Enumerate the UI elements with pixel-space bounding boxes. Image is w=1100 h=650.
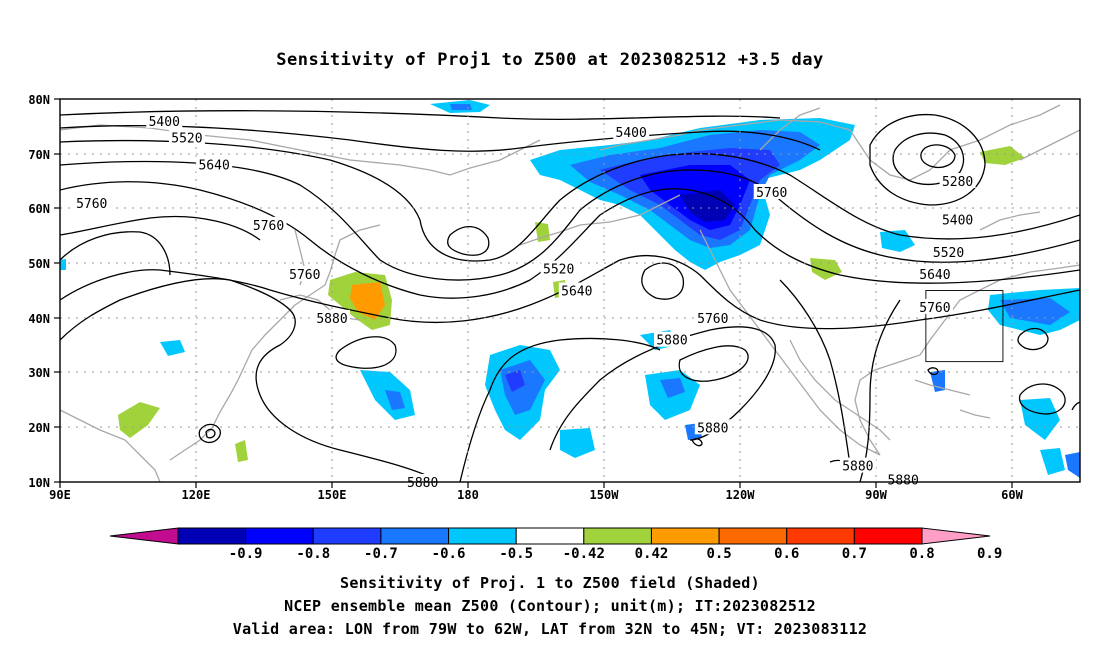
colorbar-box xyxy=(650,527,720,545)
contour-label: 5760 xyxy=(253,219,284,234)
contour-label-bg xyxy=(930,244,967,260)
contour-label: 5520 xyxy=(543,263,574,278)
lat-label: 20N xyxy=(28,421,50,435)
colorbar-box xyxy=(312,527,382,545)
contour-label-bg xyxy=(694,419,731,435)
contour-label-bg xyxy=(558,282,595,298)
caption-shading: Sensitivity of Proj. 1 to Z500 field (Sh… xyxy=(340,574,760,592)
contour-label-bg xyxy=(939,173,976,189)
colorbar-box xyxy=(448,527,517,545)
colorbar-box xyxy=(583,527,652,545)
colorbar-high-end xyxy=(921,527,991,545)
lon-label: 120W xyxy=(726,488,756,502)
contour-label: 5400 xyxy=(616,126,647,141)
colorbar-label: 0.5 xyxy=(706,546,731,562)
contour-label: 5640 xyxy=(561,285,592,300)
contour-label: 5880 xyxy=(656,334,687,349)
contour-label: 5880 xyxy=(888,473,919,488)
colorbar-label: 0.6 xyxy=(774,546,799,562)
contour-label: 5880 xyxy=(842,460,873,475)
contour-label-bg xyxy=(916,298,953,314)
lon-label: 60W xyxy=(1001,488,1023,502)
gridlines xyxy=(60,99,1080,482)
lon-label: 120E xyxy=(182,488,211,502)
lat-axis-labels: 80N 70N 60N 50N 40N 30N 20N 10N xyxy=(28,93,50,490)
contour-label: 5760 xyxy=(289,268,320,283)
lat-label: 60N xyxy=(28,202,50,216)
contour-label-bg xyxy=(939,211,976,227)
lat-label: 50N xyxy=(28,257,50,271)
contour-label-bg xyxy=(314,309,350,325)
axis-ticks xyxy=(54,98,1013,488)
map-title: Sensitivity of Proj1 to Z500 at 20230825… xyxy=(276,50,824,70)
contour-label-bg xyxy=(73,194,110,210)
colorbar-label: -0.6 xyxy=(432,546,466,562)
lat-label: 30N xyxy=(28,366,50,380)
colorbar-low-end xyxy=(109,527,179,545)
colorbar-box xyxy=(177,527,247,545)
contour-label: 5640 xyxy=(919,268,950,283)
colorbar: -0.9 -0.8 -0.7 -0.6 -0.5 -0.42 0.42 0.5 0.6 0.7 0.… xyxy=(109,527,1002,562)
contour-label-bg xyxy=(654,331,690,347)
contour-label: 5880 xyxy=(407,476,438,491)
colorbar-label: -0.9 xyxy=(229,546,263,562)
lat-label: 80N xyxy=(28,93,50,107)
colorbar-label: 0.7 xyxy=(842,546,867,562)
valid-area-box xyxy=(925,290,1004,363)
contour-label-bg xyxy=(250,216,287,232)
contour-label-bg xyxy=(146,112,183,128)
colorbar-box xyxy=(380,527,450,545)
contour-label-bg xyxy=(839,457,876,473)
colorbar-label: 0.8 xyxy=(909,546,934,562)
contour-label: 5400 xyxy=(942,213,973,228)
contour-label-bg xyxy=(286,266,323,282)
colorbar-box xyxy=(515,527,585,545)
lon-label: 90E xyxy=(49,488,71,502)
contour-label: 5880 xyxy=(316,312,347,327)
colorbar-label: -0.42 xyxy=(563,546,605,562)
contour-label: 5760 xyxy=(919,301,950,316)
contour-label: 5880 xyxy=(697,421,728,436)
contour-label-bg xyxy=(753,184,790,200)
colorbar-label: -0.5 xyxy=(499,546,533,562)
contour-label: 5760 xyxy=(697,312,728,327)
map-frame xyxy=(59,98,1081,483)
contour-label-bg xyxy=(540,260,577,276)
lon-label: 180 xyxy=(457,488,479,502)
contour-label-bg xyxy=(196,156,233,172)
contour-label-bg xyxy=(168,129,205,145)
contour-label: 5520 xyxy=(171,131,202,146)
caption-contour: NCEP ensemble mean Z500 (Contour); unit(… xyxy=(284,597,816,615)
lat-label: 70N xyxy=(28,148,50,162)
lon-label: 90W xyxy=(865,488,887,502)
contour-label: 5400 xyxy=(149,115,180,130)
colorbar-label: 0.42 xyxy=(635,546,669,562)
contour-labels: 5400540055205640576057605760528054005520… xyxy=(73,112,976,491)
contour-label: 5760 xyxy=(76,197,107,212)
contour-label: 5760 xyxy=(756,186,787,201)
lon-label: 150E xyxy=(318,488,347,502)
coastlines xyxy=(60,104,1080,482)
contour-label-bg xyxy=(916,266,953,282)
colorbar-box xyxy=(245,527,314,545)
lat-label: 10N xyxy=(28,476,50,490)
caption-valid-area: Valid area: LON from 79W to 62W, LAT fro… xyxy=(232,620,868,638)
colorbar-box xyxy=(853,527,923,545)
colorbar-label: -0.8 xyxy=(296,546,330,562)
lat-label: 40N xyxy=(28,312,50,326)
colorbar-label: -0.7 xyxy=(364,546,398,562)
contour-label: 5520 xyxy=(933,246,964,261)
lon-axis-labels: 90E 120E 150E 180 150W 120W 90W 60W xyxy=(49,488,1023,502)
contour-label-bg xyxy=(694,309,731,325)
contour-label: 5280 xyxy=(942,175,973,190)
contour-label: 5640 xyxy=(198,159,229,174)
colorbar-label: 0.9 xyxy=(977,546,1002,562)
colorbar-box xyxy=(718,527,788,545)
contour-label-bg xyxy=(613,123,650,139)
lon-label: 150W xyxy=(590,488,620,502)
sensitivity-shading xyxy=(60,100,1080,478)
colorbar-box xyxy=(786,527,855,545)
